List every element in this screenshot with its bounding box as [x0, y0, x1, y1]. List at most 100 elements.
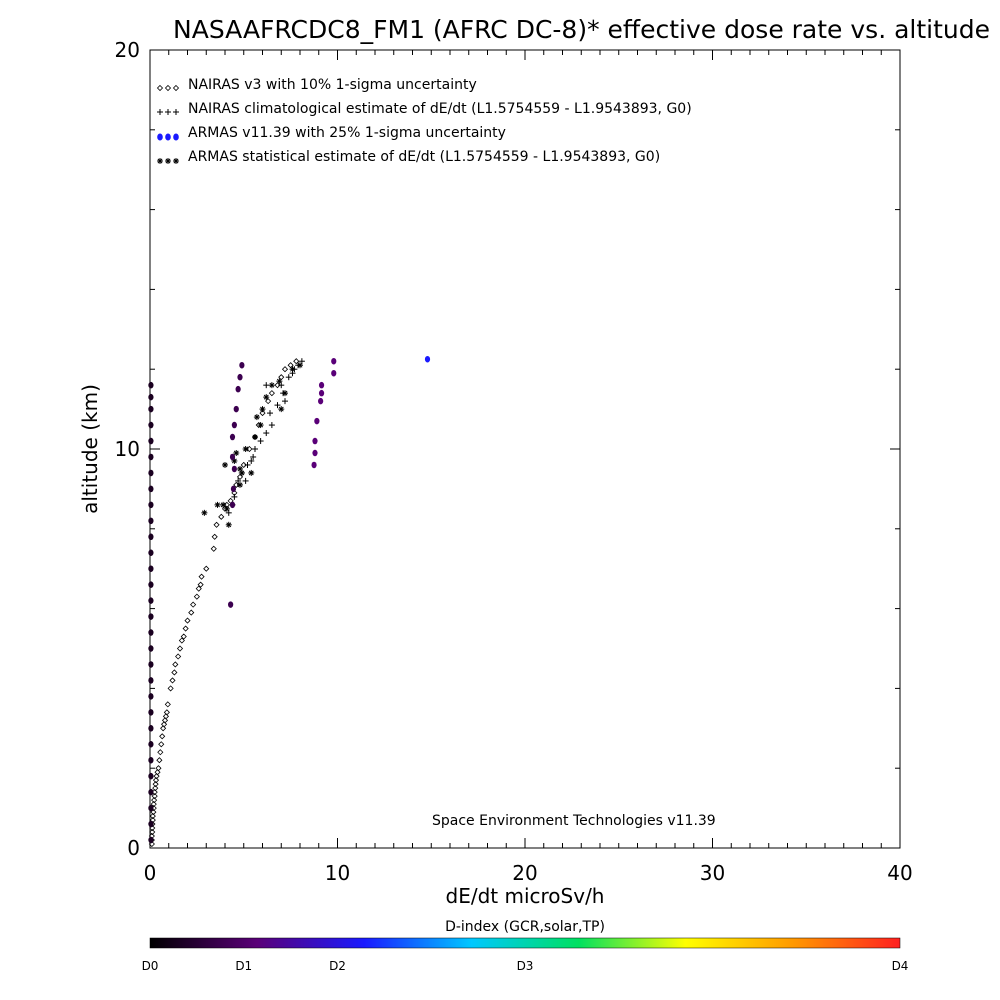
legend-entry-nairas: NAIRAS v3 with 10% 1-sigma uncertainty [188, 77, 477, 93]
armas-statistical-point [237, 481, 243, 488]
armas-point [237, 373, 243, 381]
credit-annotation: Space Environment Technologies v11.39 [432, 813, 716, 829]
nairas-point [175, 653, 182, 660]
nairas-point [156, 757, 163, 764]
armas-point [148, 469, 154, 477]
x-axis: 0 10 20 30 40 [144, 50, 913, 885]
nairas-point [151, 793, 158, 800]
armas-statistical-point [282, 390, 288, 397]
armas-statistical-point [225, 521, 232, 528]
armas-point [229, 433, 236, 441]
armas-statistical-point [276, 378, 283, 385]
nairas-point [178, 637, 185, 644]
x-tick-label: 30 [700, 861, 725, 885]
armas-point [331, 357, 337, 365]
armas-point [229, 501, 236, 509]
armas-point [148, 485, 154, 493]
nairas-point [160, 721, 168, 728]
nairas-point [150, 801, 157, 808]
armas-point [148, 741, 154, 748]
nairas-point [163, 709, 170, 716]
nairas-climatological-point [231, 493, 238, 500]
armas-point [148, 709, 154, 716]
armas-point [148, 533, 154, 541]
nairas-point [274, 382, 281, 389]
nairas-climatological-point [263, 382, 270, 389]
armas-statistical-point [222, 461, 228, 468]
nairas-point [161, 717, 169, 724]
nairas-point [157, 749, 164, 756]
armas-point [148, 549, 154, 556]
armas-point [148, 772, 154, 780]
nairas-point [190, 601, 197, 608]
nairas-point [149, 828, 156, 836]
armas-point [229, 453, 236, 461]
legend: NAIRAS v3 with 10% 1-sigma uncertainty N… [156, 77, 692, 165]
legend-marker-dot [157, 133, 179, 141]
nairas-point [167, 685, 174, 692]
armas-point [312, 449, 318, 457]
armas-point [230, 485, 237, 493]
nairas-point [164, 701, 171, 708]
armas-statistical-point [259, 406, 266, 413]
nairas-point [158, 741, 165, 748]
nairas-climatological-point [257, 438, 264, 445]
y-tick-label: 10 [115, 437, 140, 461]
nairas-point [184, 617, 191, 624]
armas-statistical-point [289, 366, 296, 373]
nairas-point [281, 366, 289, 373]
armas-statistical-point [201, 509, 208, 516]
armas-point [148, 693, 154, 700]
armas-point [148, 437, 154, 445]
x-tick-label: 0 [144, 861, 157, 885]
nairas-point [155, 765, 162, 772]
armas-point [148, 804, 154, 812]
nairas-point [188, 609, 195, 616]
nairas-point [176, 645, 184, 652]
armas-statistical-point [248, 469, 255, 476]
nairas-point [172, 661, 179, 668]
x-tick-label: 20 [512, 861, 537, 885]
armas-point [314, 417, 320, 425]
colorbar-label: D4 [892, 959, 909, 973]
y-axis: 0 10 20 [115, 38, 900, 860]
armas-point [228, 601, 234, 608]
nairas-climatological-point [267, 410, 273, 417]
armas-point [148, 381, 154, 389]
nairas-point [211, 533, 218, 540]
nairas-point [193, 593, 200, 600]
nairas-climatological-point [252, 446, 258, 452]
nairas-point [218, 513, 225, 520]
armas-point [148, 581, 154, 588]
colorbar-labels: D0 D1 D2 D3 D4 [142, 959, 909, 973]
nairas-point [210, 545, 217, 552]
armas-point [311, 461, 317, 469]
armas-point [424, 355, 431, 363]
nairas-point [246, 445, 253, 453]
nairas-point [265, 398, 272, 405]
armas-statistical-point [257, 422, 264, 429]
x-axis-label: dE/dt microSv/h [446, 884, 605, 908]
nairas-climatological-point [285, 374, 292, 381]
armas-statistical-point [223, 505, 230, 512]
armas-point [148, 677, 154, 684]
armas-point [148, 725, 154, 732]
armas-point [312, 437, 318, 445]
armas-point [148, 501, 154, 509]
nairas-climatological-point [263, 430, 270, 437]
armas-point [148, 613, 154, 620]
armas-statistical-point [263, 394, 270, 401]
armas-statistical-point [238, 469, 245, 476]
legend-asterisk [165, 158, 171, 164]
armas-point [239, 361, 245, 369]
nairas-point [268, 390, 275, 397]
armas-point [318, 381, 325, 389]
nairas-point [151, 797, 158, 804]
legend-entry-armas-statistical: ARMAS statistical estimate of dE/dt (L1.… [188, 149, 660, 165]
nairas-point [160, 725, 167, 732]
legend-asterisk [157, 158, 163, 164]
nairas-climatological-point [242, 477, 249, 484]
legend-marker-plus [157, 109, 179, 115]
legend-entry-nairas-climatological: NAIRAS climatological estimate of dE/dt … [188, 101, 692, 117]
armas-point [148, 629, 154, 636]
